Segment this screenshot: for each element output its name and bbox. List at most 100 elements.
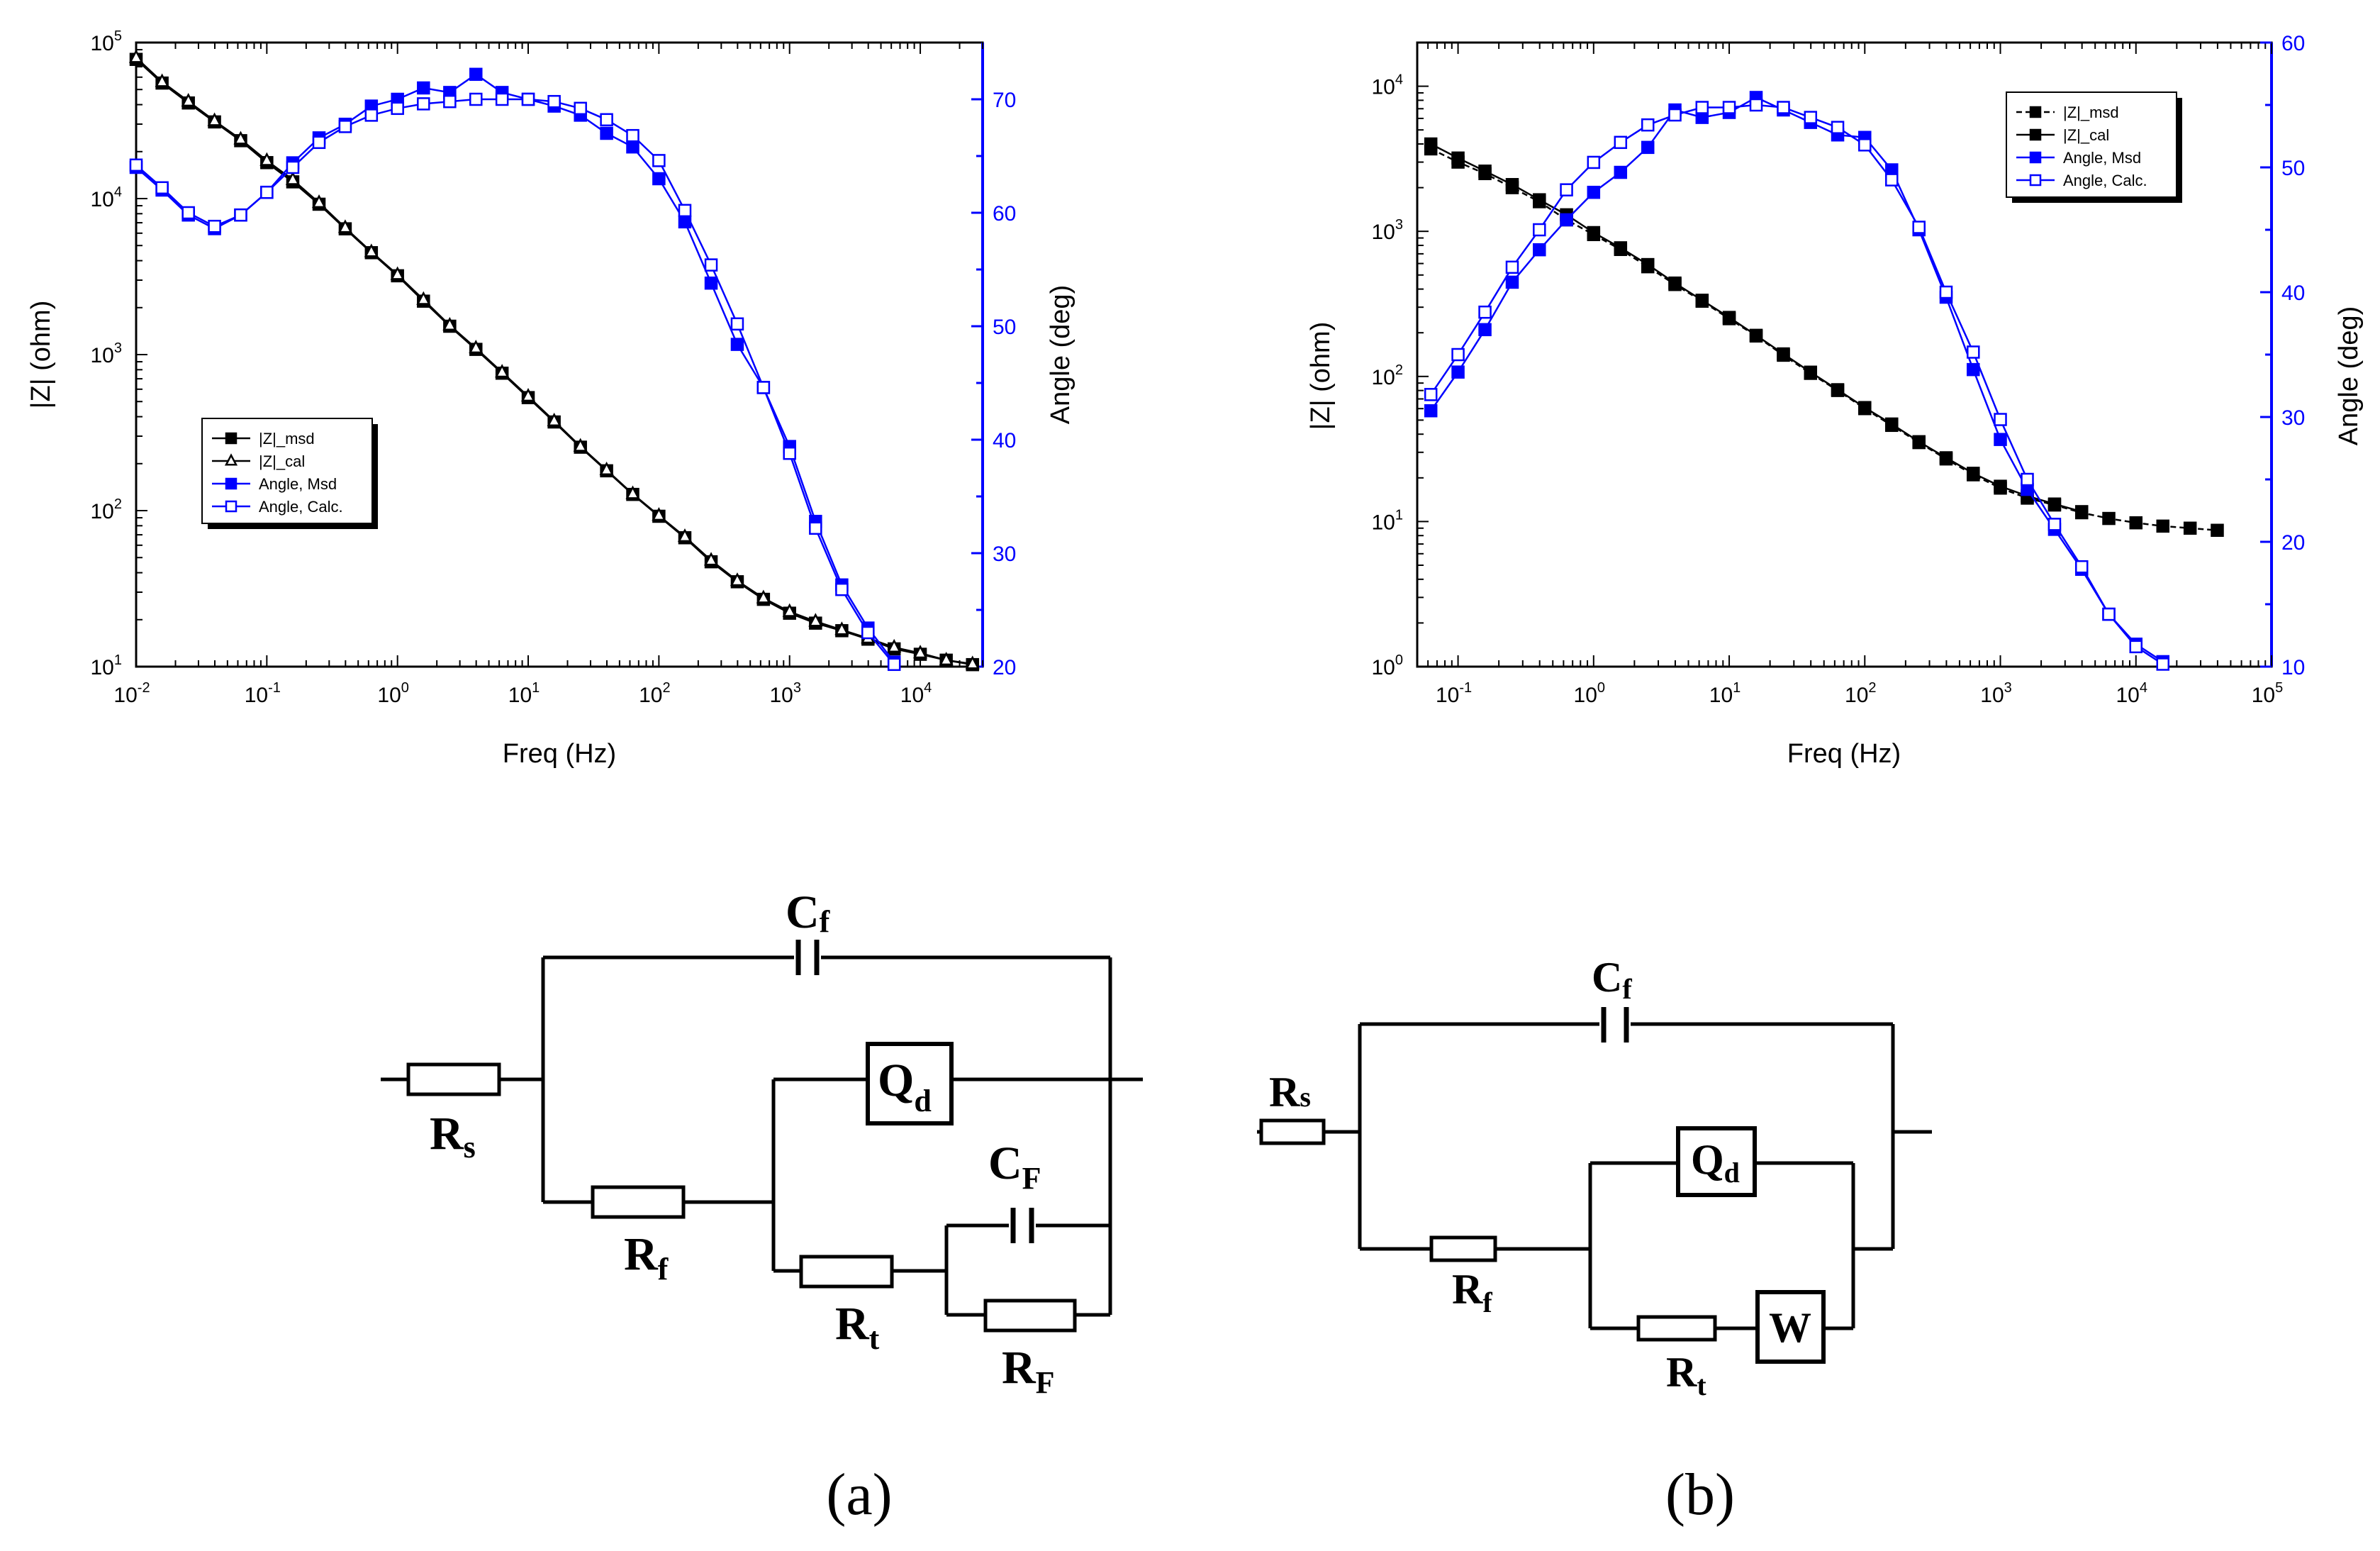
data-point [2102,511,2116,526]
label-rf: Rf [624,1228,669,1286]
data-point [1967,467,1980,480]
data-point [730,338,744,351]
data-point [521,92,535,106]
x-tick-label: 104 [2116,680,2148,707]
data-point [495,364,510,378]
x-tick-label: 101 [508,680,540,707]
circuit-a [381,940,1143,1333]
chart-a-y2-label: Angle (deg) [1046,285,1076,424]
chart-a-y2-ticks: 20 30 40 50 60 70 [971,89,1016,679]
y2-tick-label: 40 [2281,282,2305,305]
data-point [574,101,587,116]
data-point [181,206,195,220]
data-point [703,552,719,566]
data-point [704,258,718,272]
resistor-rf [591,1185,686,1219]
label-rt: Rt [1666,1349,1706,1401]
label-rF: RF [1002,1342,1055,1400]
data-point [1804,365,1818,379]
label-rt: Rt [835,1298,880,1356]
chart-b-legend: |Z|_msd |Z|_cal Angle, Msd Angle, Calc. [2006,91,2182,203]
data-point [730,572,745,587]
chart-a-y-label: |Z| (ohm) [26,301,56,409]
data-point [225,477,238,490]
chart-a-x-label: Freq (Hz) [503,739,616,769]
legend-label: Angle, Msd [2063,149,2141,167]
data-point [1777,347,1790,361]
data-point [861,626,875,640]
data-point [783,446,796,460]
y2-tick-label: 20 [2281,531,2305,555]
circuit-b-labels: Cf Rs Qd Rf Rt W [1269,954,1811,1401]
circuit-a-labels: Cf Rs Qd Rf CF Rt RF [430,886,1055,1400]
data-point [1939,285,1953,299]
data-point [547,94,561,109]
data-point [364,243,379,257]
data-point [652,172,666,186]
data-point [809,521,822,535]
data-point [1451,365,1465,379]
chart-b-series [1424,91,2224,671]
y-tick-label: 105 [91,28,123,55]
data-point [1505,178,1519,191]
data-point [337,219,352,233]
data-point [416,291,431,305]
series-line [135,57,973,665]
data-point [600,113,613,127]
label-qd: Qd [1691,1136,1740,1189]
data-point [652,154,666,167]
legend-label: |Z|_msd [259,430,315,447]
y2-tick-label: 20 [993,656,1016,679]
x-tick-label: 100 [377,680,409,707]
chart-b-y-ticks: 100 101 102 103 104 [1372,42,1429,679]
data-point [1424,404,1438,418]
data-point [1614,135,1628,150]
x-tick-label: 103 [1980,680,2012,707]
data-point [2129,640,2143,654]
data-point [1695,101,1709,114]
series-line [1430,104,2164,665]
data-point [1587,155,1601,169]
data-point [573,438,588,452]
label-cF: CF [988,1138,1041,1196]
data-point [599,461,614,476]
label-w: W [1769,1304,1811,1351]
chart-a-legend: |Z|_msd |Z|_cal Angle, Msd Angle, Calc. [201,418,378,529]
data-point [128,49,144,63]
data-point [1505,275,1519,289]
y-tick-label: 104 [91,184,123,211]
data-point [1587,185,1601,199]
data-point [1994,413,2007,426]
data-point [808,613,823,627]
data-point [1831,121,1845,134]
resistor-rF [983,1299,1077,1333]
data-point [234,208,247,222]
data-point [939,652,954,666]
data-point [1967,345,1980,359]
data-point [311,194,327,209]
data-point [2029,128,2042,141]
data-point [652,507,666,521]
data-point [390,266,405,280]
legend-label: |Z|_cal [259,452,305,470]
data-point [756,381,771,394]
resistor-rt [1636,1315,1717,1342]
y2-tick-label: 10 [2281,656,2305,679]
legend-label: Angle, Calc. [2063,172,2147,189]
data-point [417,97,430,111]
data-point [1749,328,1763,343]
x-tick-label: 103 [769,680,801,707]
data-point [312,135,326,150]
y-tick-label: 104 [1372,72,1404,99]
caption-a: (a) [826,1462,892,1528]
x-tick-label: 104 [900,680,932,707]
data-point [442,316,457,330]
data-point [1831,383,1845,396]
label-cf: Cf [786,886,831,939]
data-point [1885,417,1899,431]
data-point [600,126,613,140]
data-point [1858,138,1872,152]
data-point [704,276,718,290]
data-point [887,657,901,672]
data-point [1912,435,1926,449]
